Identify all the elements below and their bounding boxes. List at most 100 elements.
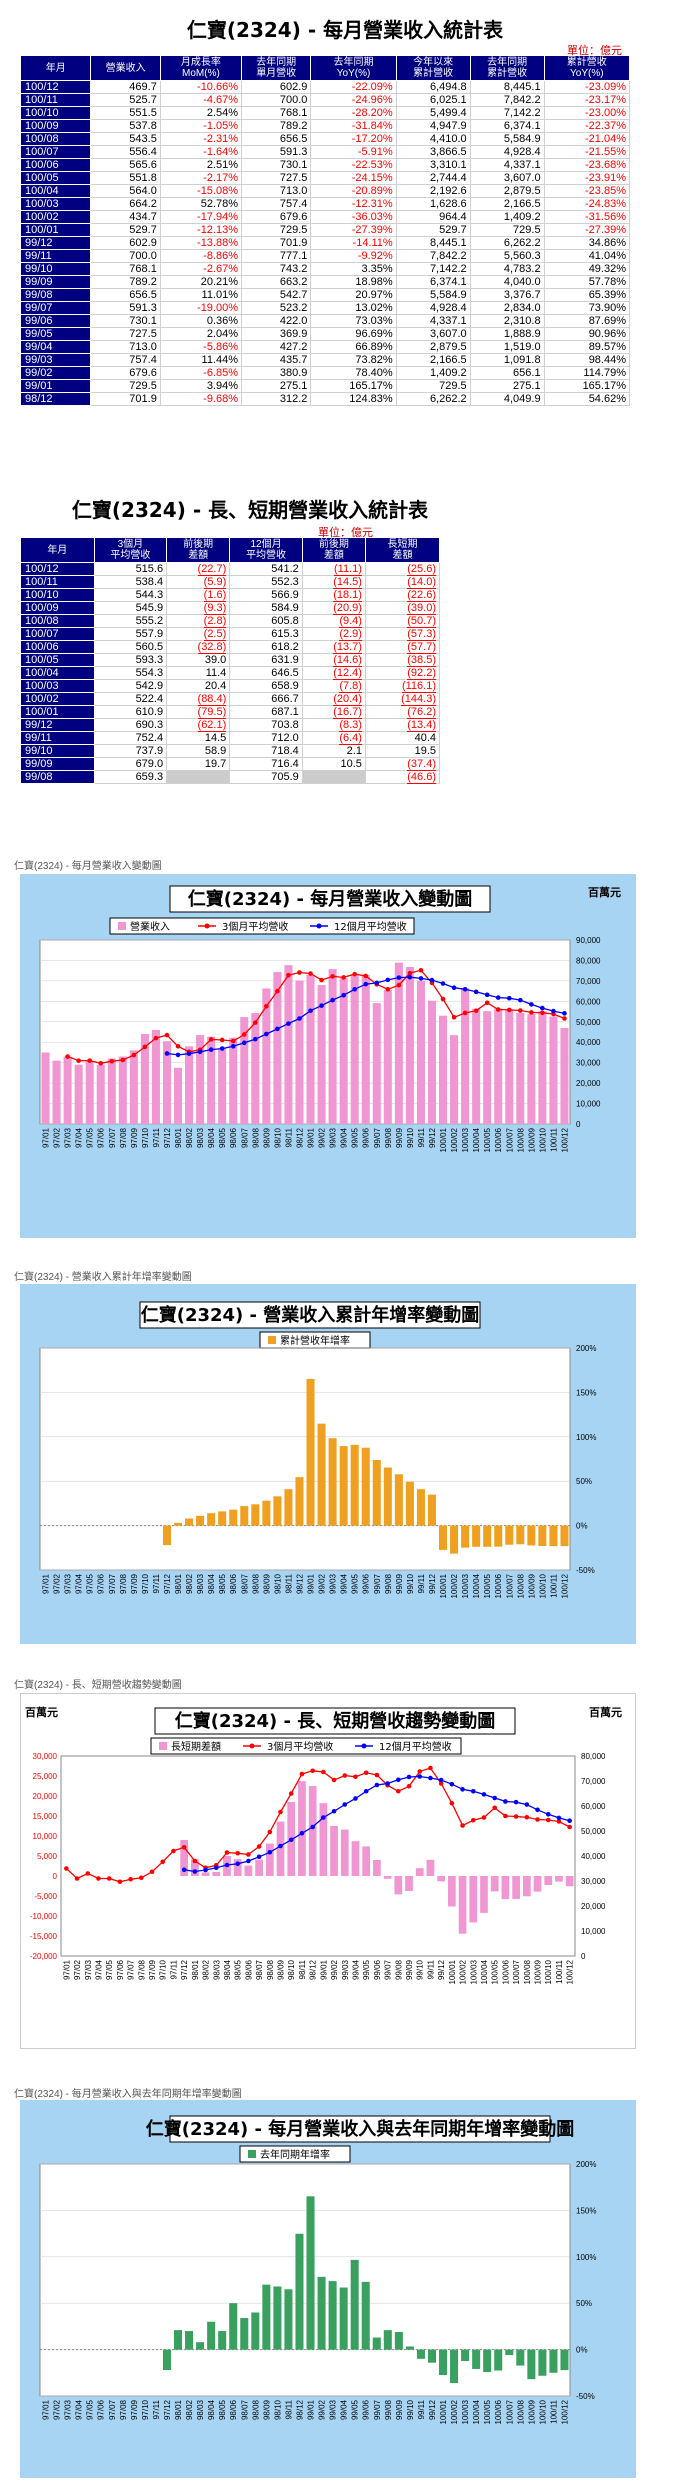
table-cell: -5.86% bbox=[159, 340, 243, 354]
table-cell: 555.2 bbox=[93, 614, 168, 628]
table-cell: 593.3 bbox=[93, 653, 168, 667]
ma3-point bbox=[492, 1805, 497, 1811]
x-tick-label: 97/12 bbox=[163, 1127, 172, 1148]
y-tick-label: 150% bbox=[576, 2206, 596, 2215]
y-tick-label: -50% bbox=[576, 2392, 595, 2401]
ma12-point bbox=[192, 1869, 198, 1874]
table-cell: 605.8 bbox=[229, 614, 303, 628]
x-tick-label: 100/11 bbox=[549, 2399, 558, 2423]
pct-bar bbox=[174, 1522, 183, 1526]
table-row: 100/03 542.9 20.4 658.9 (7.8) (116.1) bbox=[20, 679, 441, 693]
ma12-point bbox=[385, 1781, 390, 1786]
monthly-revenue-table: 年月 營業收入 月成長率 MoM(%) 去年同期 單月營收 去年同期 YoY(%) 今年以來 累計… bbox=[19, 55, 631, 406]
table-cell: 58.9 bbox=[166, 744, 231, 758]
table-cell: 2.04% bbox=[159, 327, 243, 341]
x-tick-label: 99/01 bbox=[307, 2399, 316, 2420]
legend-marker bbox=[316, 923, 322, 929]
table-cell: -23.91% bbox=[543, 171, 631, 185]
table-cell: 4,040.0 bbox=[469, 275, 545, 289]
ma12-point bbox=[470, 1788, 476, 1794]
table-row: 99/08 659.3 705.9 (46.6) bbox=[20, 770, 441, 784]
revenue-bar bbox=[52, 1060, 61, 1124]
table-cell: (37.4) bbox=[364, 757, 441, 771]
chart-title-box bbox=[139, 1301, 481, 1329]
pct-bar bbox=[538, 2349, 547, 2376]
x-tick-label: 100/07 bbox=[505, 1573, 514, 1598]
ma3-point bbox=[396, 1788, 401, 1794]
table-cell: 7,842.2 bbox=[395, 249, 471, 263]
x-tick-label: 100/09 bbox=[527, 1127, 536, 1152]
diff-bar bbox=[298, 1781, 306, 1876]
table-row: 100/07 557.9 (2.5) 615.3 (2.9) (57.3) bbox=[20, 627, 441, 641]
revenue-bar bbox=[185, 1046, 194, 1124]
y-left-tick-label: 0 bbox=[53, 1872, 58, 1881]
revenue-bar bbox=[251, 1012, 260, 1124]
table-cell: 964.4 bbox=[395, 210, 471, 224]
table-cell: 618.2 bbox=[229, 640, 303, 654]
table-cell: 658.9 bbox=[229, 679, 303, 693]
table-cell: 529.7 bbox=[395, 223, 471, 237]
pct-bar bbox=[295, 1477, 304, 1526]
table-cell: 2,166.5 bbox=[469, 197, 545, 211]
table-cell: 777.1 bbox=[241, 249, 312, 263]
table-cell: 727.5 bbox=[90, 327, 161, 341]
legend-box bbox=[150, 1737, 462, 1755]
x-tick-label: 99/05 bbox=[351, 2399, 360, 2420]
x-tick-label: 100/10 bbox=[538, 2399, 547, 2424]
x-tick-label: 98/10 bbox=[287, 1959, 296, 1980]
x-tick-label: 100/03 bbox=[469, 1959, 478, 1984]
y-tick-label: 20,000 bbox=[576, 1079, 601, 1088]
ma3-point bbox=[153, 1035, 159, 1041]
table-cell: 701.9 bbox=[241, 236, 312, 250]
table-cell: -23.85% bbox=[543, 184, 631, 198]
x-tick-label: 98/05 bbox=[218, 2399, 227, 2420]
pct-bar bbox=[549, 2349, 558, 2373]
table-cell: 275.1 bbox=[241, 379, 312, 393]
table-row-month: 100/07 bbox=[19, 145, 92, 159]
ma12-point bbox=[253, 1036, 258, 1042]
x-tick-label: 97/12 bbox=[163, 2399, 172, 2420]
diff-bar bbox=[308, 1786, 317, 1876]
table-cell: 610.9 bbox=[93, 705, 168, 719]
x-tick-label: 100/06 bbox=[494, 1127, 503, 1152]
table-cell: 2,310.8 bbox=[469, 314, 545, 328]
table-row: 99/01 729.5 3.94% 275.1 165.17% 729.5 275.1 165… bbox=[19, 379, 631, 393]
ma12-point bbox=[492, 1795, 497, 1801]
table-cell: 557.9 bbox=[93, 627, 168, 641]
table-row: 100/06 560.5 (32.8) 618.2 (13.7) (57.7) bbox=[20, 640, 441, 654]
table-cell: (13.7) bbox=[301, 640, 366, 654]
table-cell: 4,337.1 bbox=[469, 158, 545, 172]
table-row-month: 99/12 bbox=[19, 236, 92, 250]
x-tick-label: 98/08 bbox=[266, 1959, 275, 1980]
table-cell: 730.1 bbox=[90, 314, 161, 328]
table-cell: 90.96% bbox=[543, 327, 631, 341]
revenue-bar bbox=[505, 1010, 514, 1124]
table-cell: (79.5) bbox=[166, 705, 231, 719]
x-tick-label: 99/10 bbox=[406, 1573, 415, 1594]
x-tick-label: 97/04 bbox=[75, 2399, 84, 2420]
diff-bar bbox=[351, 1841, 360, 1876]
table-header-cell: 長短期 差額 bbox=[364, 537, 441, 563]
x-tick-label: 99/11 bbox=[417, 1573, 426, 1593]
table-cell: 716.4 bbox=[229, 757, 303, 771]
x-tick-label: 99/12 bbox=[428, 1127, 437, 1148]
pct-bar bbox=[162, 1525, 171, 1546]
x-tick-label: 97/06 bbox=[97, 1127, 106, 1148]
pct-bar bbox=[439, 1525, 448, 1550]
pct-bar bbox=[207, 2321, 216, 2350]
x-tick-label: 98/07 bbox=[255, 1959, 264, 1980]
table-cell: 2,834.0 bbox=[469, 301, 545, 315]
x-tick-label: 98/06 bbox=[229, 1127, 238, 1148]
pct-bar bbox=[450, 2349, 459, 2384]
table-cell: (9.4) bbox=[301, 614, 366, 628]
x-tick-label: 98/08 bbox=[251, 1573, 260, 1594]
table-header-cell: 去年同期 單月營收 bbox=[241, 55, 312, 81]
x-tick-label: 97/09 bbox=[130, 2399, 139, 2420]
ma3-point bbox=[417, 1769, 423, 1774]
revenue-bar bbox=[74, 1064, 83, 1124]
table-cell: 543.5 bbox=[90, 132, 161, 146]
revenue-bar bbox=[85, 1060, 94, 1124]
table-cell: 515.6 bbox=[93, 562, 168, 576]
table-cell: -13.88% bbox=[159, 236, 243, 250]
table-row-month: 99/10 bbox=[20, 744, 95, 758]
